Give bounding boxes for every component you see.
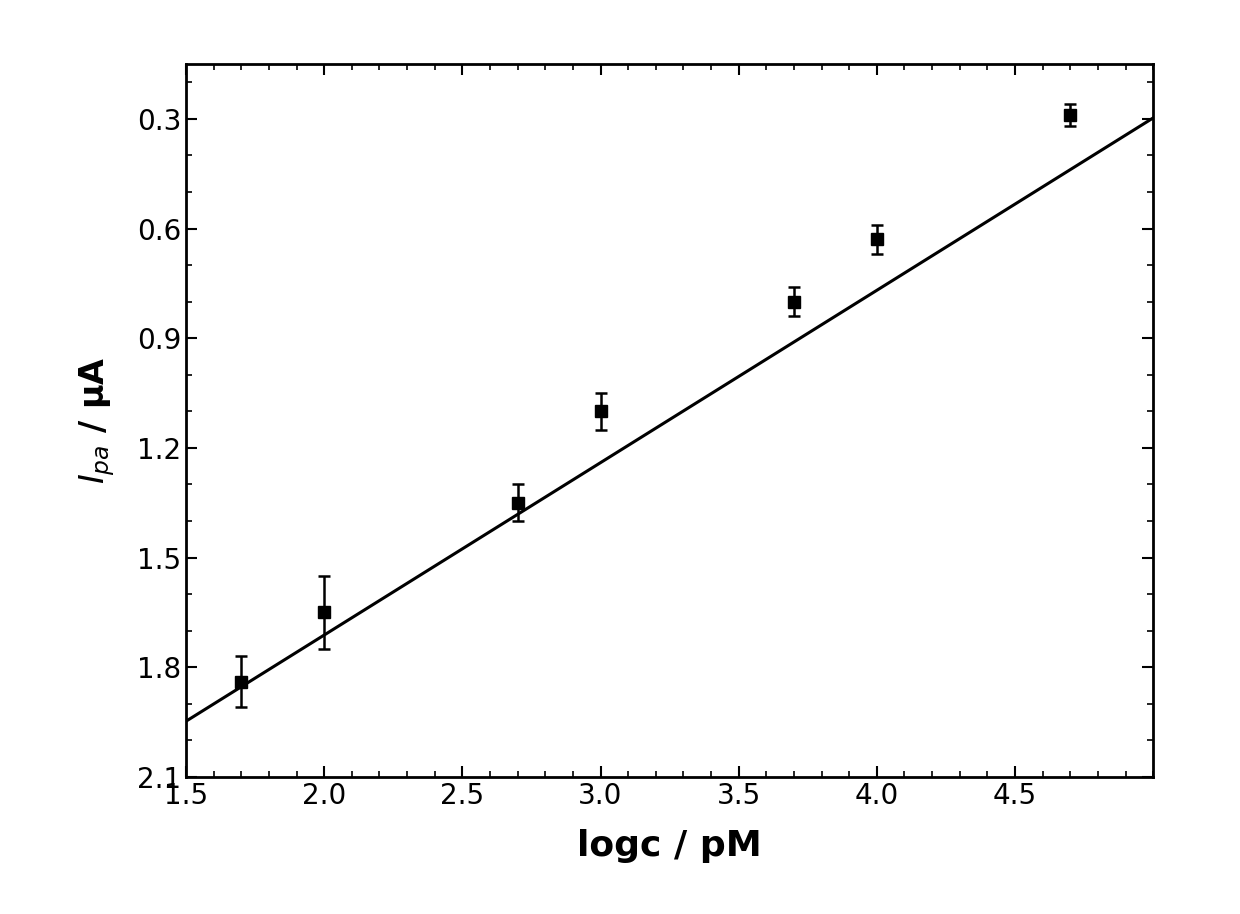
X-axis label: logc / pM: logc / pM — [578, 829, 761, 863]
Y-axis label: $I_{pa}$ / μA: $I_{pa}$ / μA — [78, 356, 118, 484]
